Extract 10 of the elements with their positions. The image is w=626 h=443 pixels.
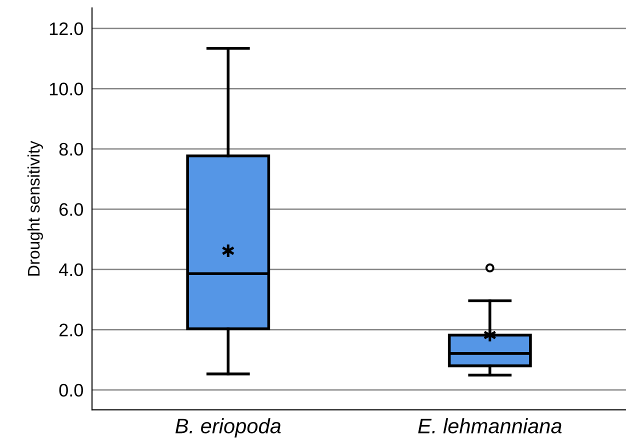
y-tick-label: 10.0 <box>50 82 83 96</box>
y-tick-label: 8.0 <box>59 142 83 156</box>
y-axis-title: Drought sensitivity <box>27 140 43 276</box>
y-tick-label: 12.0 <box>50 22 83 36</box>
y-tick-label: 6.0 <box>60 203 83 216</box>
y-tick-label: 0.0 <box>59 384 83 397</box>
x-tick-label: B. eriopoda <box>176 418 281 438</box>
y-tick-label: 2.0 <box>60 324 83 336</box>
x-tick-label: E. lehmanniana <box>418 418 562 434</box>
y-tick-label: 4.0 <box>59 263 83 276</box>
